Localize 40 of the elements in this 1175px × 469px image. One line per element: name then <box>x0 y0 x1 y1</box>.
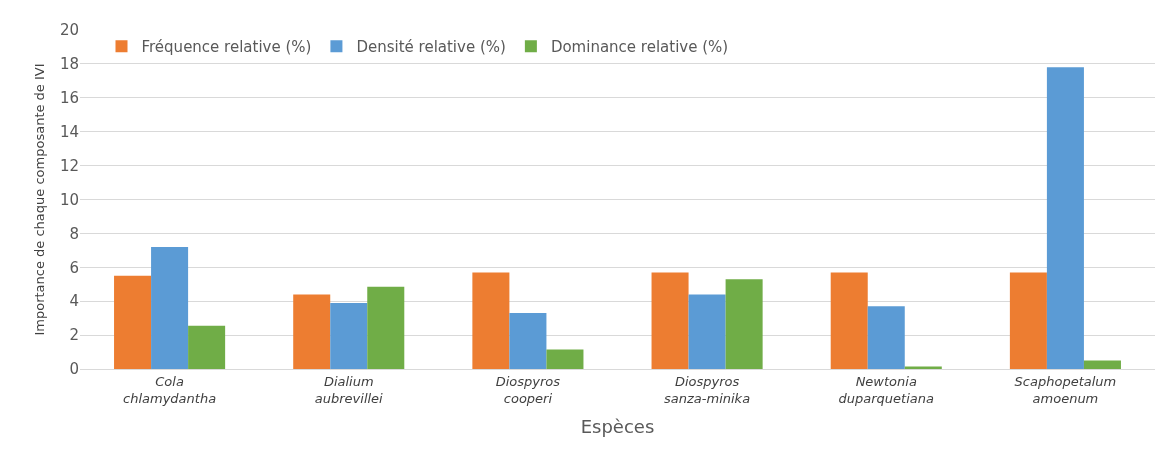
bar <box>188 325 226 369</box>
legend-label: Fréquence relative (%) <box>141 38 312 57</box>
x-tick-label: Diospyros sanza-minika <box>664 373 751 406</box>
y-tick-label: 0 <box>69 360 79 379</box>
x-axis-title: Espèces <box>580 416 655 437</box>
y-tick-label: 16 <box>59 89 79 108</box>
bar <box>367 286 405 369</box>
x-tick-label: Scaphopetalum amoenum <box>1014 373 1117 406</box>
y-tick-label: 14 <box>59 122 79 141</box>
y-tick-label: 6 <box>69 258 79 277</box>
y-tick-label: 2 <box>69 326 79 345</box>
legend-label: Densité relative (%) <box>356 38 506 57</box>
bar <box>725 279 763 369</box>
y-tick-label: 12 <box>59 156 79 175</box>
bar <box>330 302 368 369</box>
y-tick-label: 18 <box>59 55 79 74</box>
x-tick-label: Cola chlamydantha <box>123 373 217 406</box>
bar <box>830 272 868 369</box>
y-tick-label: 4 <box>69 292 79 311</box>
bar <box>546 349 584 369</box>
y-axis-title: Importance de chaque composante de IVI <box>32 63 47 336</box>
bar <box>293 294 331 369</box>
x-tick-label: Newtonia duparquetiana <box>838 373 934 406</box>
bar <box>904 366 942 369</box>
legend-label: Dominance relative (%) <box>550 38 729 57</box>
bar <box>688 294 726 369</box>
bar <box>651 272 689 369</box>
y-tick-label: 20 <box>59 21 79 40</box>
bar <box>151 246 189 369</box>
bar <box>1046 67 1084 369</box>
bar <box>472 272 510 369</box>
bar <box>114 275 152 369</box>
y-tick-label: 8 <box>69 224 79 243</box>
bar <box>867 306 905 369</box>
bar <box>509 313 547 369</box>
x-tick-label: Diospyros cooperi <box>495 373 561 406</box>
bar <box>1083 360 1121 369</box>
x-tick-label: Dialium aubrevillei <box>314 373 384 406</box>
y-tick-label: 10 <box>59 190 79 209</box>
bar <box>1009 272 1047 369</box>
